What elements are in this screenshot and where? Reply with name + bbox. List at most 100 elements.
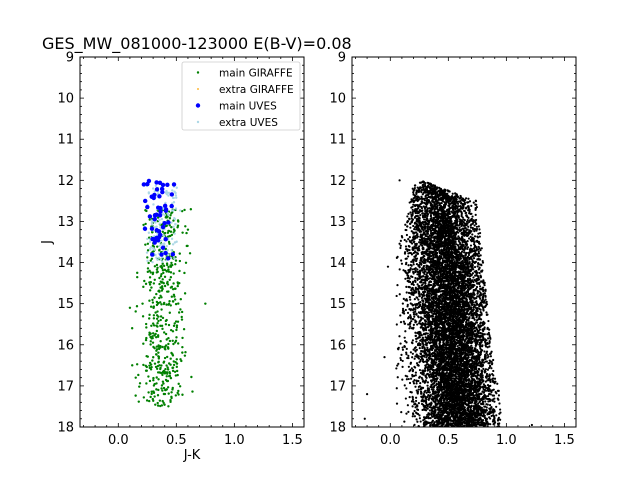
star-point — [423, 254, 426, 258]
main-giraffe-point — [156, 364, 160, 368]
main-giraffe-point — [181, 231, 184, 234]
star-point — [400, 262, 404, 265]
y-tick-label: 17 — [57, 379, 74, 394]
main-giraffe-point — [157, 388, 160, 392]
main-giraffe-point — [180, 318, 184, 321]
main-giraffe-point — [167, 362, 171, 365]
star-point — [404, 330, 407, 333]
star-point — [456, 243, 460, 247]
main-giraffe-point — [141, 315, 145, 318]
extra-uves-point — [146, 237, 149, 241]
extra-uves-point — [149, 248, 152, 251]
star-point — [478, 235, 481, 238]
main-giraffe-point — [156, 270, 159, 274]
main-giraffe-point — [168, 311, 171, 314]
main-giraffe-point — [163, 331, 166, 334]
y-tick-label: 16 — [57, 338, 74, 353]
star-point — [405, 285, 408, 289]
star-point — [497, 389, 500, 392]
star-point — [395, 294, 398, 298]
star-point — [412, 191, 415, 194]
legend-label: extra UVES — [219, 117, 278, 129]
extra-uves-point — [179, 209, 182, 212]
main-giraffe-point — [153, 362, 157, 365]
main-giraffe-point — [150, 390, 153, 393]
main-giraffe-point — [161, 370, 165, 374]
extra-uves-point — [167, 214, 170, 217]
legend-label: main GIRAFFE — [219, 68, 293, 80]
main-giraffe-point — [147, 375, 150, 378]
extra-uves-point — [150, 223, 154, 226]
main-giraffe-point — [137, 373, 140, 377]
main-giraffe-point — [189, 208, 193, 211]
star-point — [416, 392, 419, 395]
main-giraffe-point — [153, 278, 156, 282]
main-giraffe-point — [163, 268, 167, 272]
star-point — [419, 420, 422, 423]
main-giraffe-point — [149, 395, 152, 399]
main-uves-point — [165, 256, 171, 261]
main-giraffe-point — [175, 328, 178, 332]
main-giraffe-point — [158, 290, 161, 293]
legend-entry: main UVES — [195, 101, 277, 113]
star-point — [475, 218, 478, 222]
extra-uves-point — [149, 245, 153, 249]
star-point — [487, 331, 490, 334]
extra-uves-point — [170, 248, 173, 252]
star-point — [469, 226, 473, 229]
star-point — [413, 379, 416, 382]
star-point — [479, 313, 482, 317]
main-giraffe-point — [165, 216, 168, 219]
star-point — [487, 328, 491, 331]
main-uves-point — [147, 214, 153, 219]
star-point — [458, 226, 461, 229]
main-giraffe-point — [176, 342, 180, 345]
main-giraffe-point — [176, 373, 179, 377]
main-giraffe-point — [180, 315, 183, 319]
star-point — [430, 311, 433, 314]
star-point — [408, 236, 411, 239]
main-giraffe-point — [152, 306, 155, 310]
main-giraffe-point — [171, 330, 175, 333]
main-giraffe-point — [148, 332, 152, 336]
main-giraffe-point — [146, 249, 150, 252]
extra-uves-point — [165, 244, 168, 248]
star-point — [478, 387, 482, 390]
main-giraffe-point — [151, 298, 154, 302]
star-point — [408, 327, 411, 330]
main-giraffe-point — [149, 259, 152, 262]
star-point — [418, 197, 422, 201]
main-giraffe-point — [145, 336, 148, 340]
main-giraffe-point — [182, 328, 186, 331]
star-point — [401, 346, 404, 349]
star-point — [473, 230, 476, 233]
star-point — [457, 375, 461, 378]
main-giraffe-point — [134, 310, 137, 313]
main-giraffe-point — [174, 394, 178, 397]
main-giraffe-point — [165, 318, 168, 322]
extra-uves-point — [152, 203, 155, 206]
main-giraffe-point — [160, 266, 164, 269]
main-giraffe-point — [148, 283, 152, 286]
star-point — [477, 374, 480, 377]
main-giraffe-point — [161, 278, 164, 281]
main-giraffe-point — [160, 308, 163, 311]
star-point — [478, 285, 482, 288]
star-point — [414, 331, 417, 334]
main-giraffe-point — [155, 345, 159, 348]
main-giraffe-point — [157, 319, 160, 323]
star-point — [491, 389, 494, 392]
star-point — [413, 415, 416, 418]
star-point — [470, 344, 473, 347]
star-point — [482, 361, 486, 364]
star-point — [405, 412, 408, 415]
main-giraffe-point — [148, 281, 151, 284]
main-giraffe-point — [166, 368, 170, 371]
star-point — [480, 270, 483, 273]
star-point — [396, 255, 399, 258]
main-giraffe-point — [160, 387, 163, 390]
main-giraffe-point — [164, 344, 168, 347]
extra-uves-point — [166, 249, 169, 252]
y-tick-label: 18 — [57, 421, 74, 436]
